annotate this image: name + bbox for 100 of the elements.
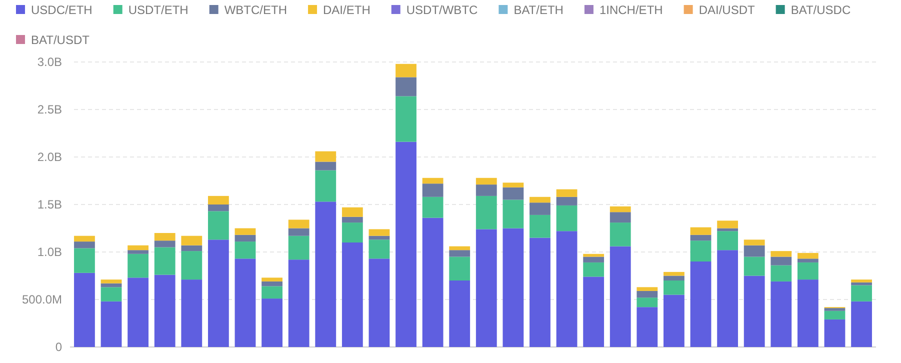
bar [690,227,712,235]
legend-label: USDT/ETH [128,3,188,17]
bar [530,202,550,215]
bar [824,319,846,347]
bar [181,251,202,280]
bar [717,220,738,228]
bar [74,272,95,347]
bar [368,240,390,259]
bar [368,229,390,236]
bar [262,298,282,347]
bar [288,236,310,260]
bar [502,228,524,347]
bar [181,236,202,246]
bar [315,162,336,170]
y-tick-label: 2.5B [37,102,62,116]
bar [396,142,416,347]
bar [610,212,631,223]
bar [234,234,256,242]
bar [502,187,524,200]
bar [449,250,470,257]
y-tick-label: 0 [55,340,62,354]
bar [208,211,229,240]
bar [422,196,444,218]
legend-label: DAI/USDT [698,3,756,17]
bar [476,184,497,196]
bar [824,310,846,320]
bar [128,254,149,278]
bar [208,196,229,204]
bar [234,242,256,259]
bar [770,265,792,282]
bar [449,256,470,280]
bar [556,231,578,347]
bar [100,287,122,302]
bar [315,170,336,202]
bar [234,228,256,235]
y-tick-label: 1.0B [37,244,62,259]
y-tick-label: 2.0B [37,150,62,164]
bar [797,252,818,259]
bar [664,280,684,295]
bar [262,278,282,282]
bar [744,256,765,276]
bar [530,238,550,347]
bar [476,196,497,230]
bar [396,96,416,142]
bar [797,280,818,347]
bar [154,247,176,275]
bar [422,218,444,347]
y-tick-label: 1.5B [37,197,62,212]
bar [583,276,604,347]
bar [368,236,390,240]
bar [449,280,470,347]
bar [181,280,202,347]
bar [636,287,658,291]
bar [583,256,604,262]
bar [744,276,765,347]
bar [824,308,846,311]
bar [744,240,765,246]
bar [288,260,310,347]
bar [396,77,416,96]
bar [476,229,497,347]
bar [797,258,818,262]
bar [664,294,684,347]
legend-label: BAT/USDT [31,33,90,47]
bar [342,216,363,223]
legend-label: 1INCH/ETH [599,3,663,17]
bar [181,245,202,252]
bar [342,222,363,242]
bar [770,281,792,347]
bar [154,274,176,347]
y-tick-label: 500.0M [22,292,62,306]
bar [422,178,444,184]
bar [664,276,684,280]
bar [476,178,497,185]
bar [342,207,363,217]
bar [208,204,229,212]
bar [636,307,658,347]
bar [74,236,95,242]
legend-label: BAT/ETH [514,3,564,17]
bar [128,278,149,347]
bar [154,233,176,241]
bar [422,184,444,197]
bar [664,272,684,276]
bar [717,231,738,250]
bar [342,242,363,347]
legend-label: WBTC/ETH [224,3,288,17]
bar [583,254,604,257]
bar [449,246,470,250]
bar [262,281,282,286]
bar [396,64,416,78]
bar [502,182,524,188]
bar [234,258,256,347]
bar [74,248,95,273]
bar [610,206,631,212]
bar [690,234,712,241]
bar [797,262,818,280]
bar [636,298,658,308]
bar [368,258,390,347]
bar [315,202,336,347]
bar [74,242,95,248]
bar [556,189,578,197]
